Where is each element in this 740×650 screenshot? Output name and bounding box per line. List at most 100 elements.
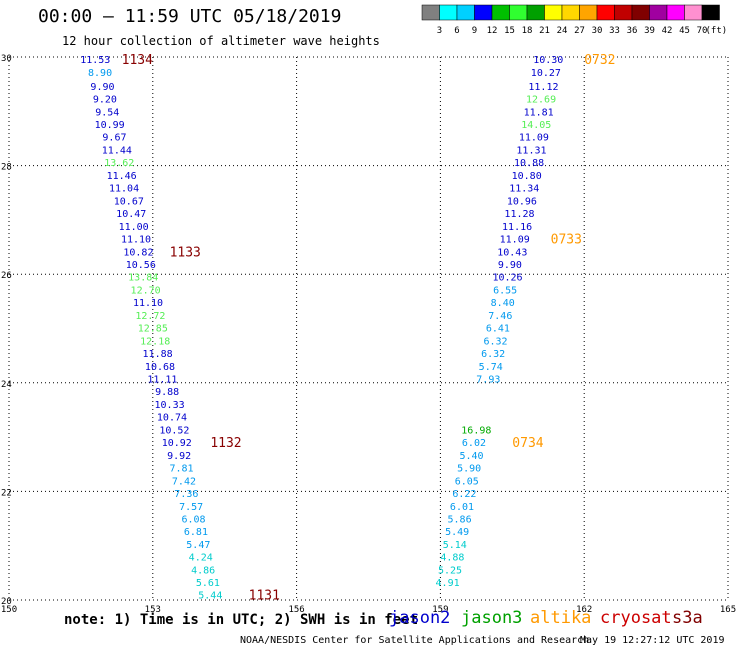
time-label: 1134 [122,53,153,68]
wave-height-point: 9.54 [95,107,119,118]
x-tick-label: 159 [432,605,448,615]
color-scale-label: 33 [609,26,620,36]
color-scale-label: 3 [437,26,442,36]
wave-height-point: 5.14 [443,540,467,551]
wave-height-point: 5.49 [445,527,469,538]
wave-height-point: 11.28 [504,209,534,220]
wave-height-point: 7.57 [179,502,203,513]
wave-height-point: 9.20 [93,94,117,105]
wave-height-point: 8.40 [491,298,515,309]
wave-height-point: 9.90 [90,82,114,93]
wave-height-point: 12.70 [131,285,161,296]
wave-height-point: 6.02 [462,438,486,449]
wave-height-point: 10.56 [126,260,156,271]
wave-height-point: 11.46 [107,171,137,182]
wave-height-point: 7.81 [170,464,194,475]
wave-height-point: 10.47 [116,209,146,220]
time-label: 1132 [210,436,241,451]
wave-height-point: 10.92 [162,438,192,449]
wave-height-point: 16.98 [461,425,491,436]
color-scale-label: 12 [487,26,498,36]
wave-height-point: 7.46 [488,311,512,322]
wave-height-point: 12.69 [526,94,556,105]
wave-height-point: 5.90 [457,464,481,475]
color-scale-label: 27 [574,26,585,36]
color-scale-label: 39 [644,26,655,36]
wave-height-point: 5.25 [438,566,462,577]
wave-height-point: 10.74 [157,412,187,423]
wave-height-point: 5.40 [460,451,484,462]
color-scale-label: 6 [454,26,459,36]
color-scale-label: 42 [662,26,673,36]
wave-height-point: 12.72 [135,311,165,322]
wave-height-point: 11.10 [121,234,151,245]
color-scale-label: 24 [557,26,568,36]
wave-height-point: 6.08 [181,515,205,526]
wave-height-point: 7.36 [174,489,198,500]
wave-height-point: 5.74 [479,362,503,373]
time-label: 1133 [170,245,201,260]
wave-height-point: 5.86 [448,515,472,526]
page-subtitle: 12 hour collection of altimeter wave hei… [62,34,380,48]
x-tick-label: 156 [288,605,304,615]
footer-note: note: 1) Time is in UTC; 2) SWH is in fe… [64,612,419,628]
wave-height-point: 12.18 [140,336,170,347]
wave-height-point: 10.52 [159,425,189,436]
wave-height-point: 10.43 [497,247,527,258]
wave-height-point: 5.44 [198,591,222,602]
wave-height-point: 6.55 [493,285,517,296]
time-label: 0734 [512,436,543,451]
wave-height-point: 11.88 [143,349,173,360]
y-tick-label: 24 [1,380,12,390]
wave-height-point: 10.80 [512,171,542,182]
wave-height-point: 11.81 [524,107,554,118]
color-scale-label: 9 [472,26,477,36]
legend-s3a: s3a [672,608,703,628]
color-scale-label: 36 [627,26,638,36]
y-tick-label: 26 [1,271,12,281]
x-tick-label: 162 [576,605,592,615]
color-scale-label: 15 [504,26,515,36]
wave-height-point: 10.30 [533,55,563,66]
wave-height-point: 7.93 [476,374,500,385]
time-label: 0733 [551,232,582,247]
wave-height-point: 5.47 [186,540,210,551]
page-title: 00:00 – 11:59 UTC 05/18/2019 [38,6,342,27]
color-scale-label: 70 [697,26,708,36]
y-tick-label: 20 [1,597,12,607]
wave-height-point: 9.88 [155,387,179,398]
legend-jason3: jason3 [461,608,523,628]
wave-height-point: 6.32 [481,349,505,360]
credit-text: NOAA/NESDIS Center for Satellite Applica… [240,635,590,646]
wave-height-point: 13.84 [128,272,158,283]
wave-height-point: 4.24 [189,553,213,564]
wave-height-point: 9.90 [498,260,522,271]
wave-height-point: 6.41 [486,323,510,334]
wave-height-point: 10.88 [514,158,544,169]
wave-height-point: 5.61 [196,578,220,589]
color-swatch [701,4,720,21]
color-scale-label: 18 [522,26,533,36]
wave-height-point: 11.34 [509,183,539,194]
wave-height-point: 10.67 [114,196,144,207]
wave-height-point: 11.09 [500,234,530,245]
wave-height-point: 6.01 [450,502,474,513]
wave-height-point: 6.05 [455,477,479,488]
wave-height-point: 4.88 [440,553,464,564]
wave-height-point: 9.92 [167,451,191,462]
wave-height-point: 6.22 [452,489,476,500]
time-label: 1131 [249,589,280,604]
wave-height-point: 10.82 [123,247,153,258]
wave-height-point: 7.42 [172,477,196,488]
wave-height-point: 6.81 [184,527,208,538]
wave-height-point: 8.90 [88,68,112,79]
wave-height-point: 9.67 [102,132,126,143]
wave-height-point: 11.31 [516,145,546,156]
y-tick-label: 30 [1,54,12,64]
legend-altika: altika [530,608,592,628]
x-tick-label: 153 [145,605,161,615]
legend-jason2: jason2 [389,608,451,628]
wave-height-point: 10.27 [531,68,561,79]
